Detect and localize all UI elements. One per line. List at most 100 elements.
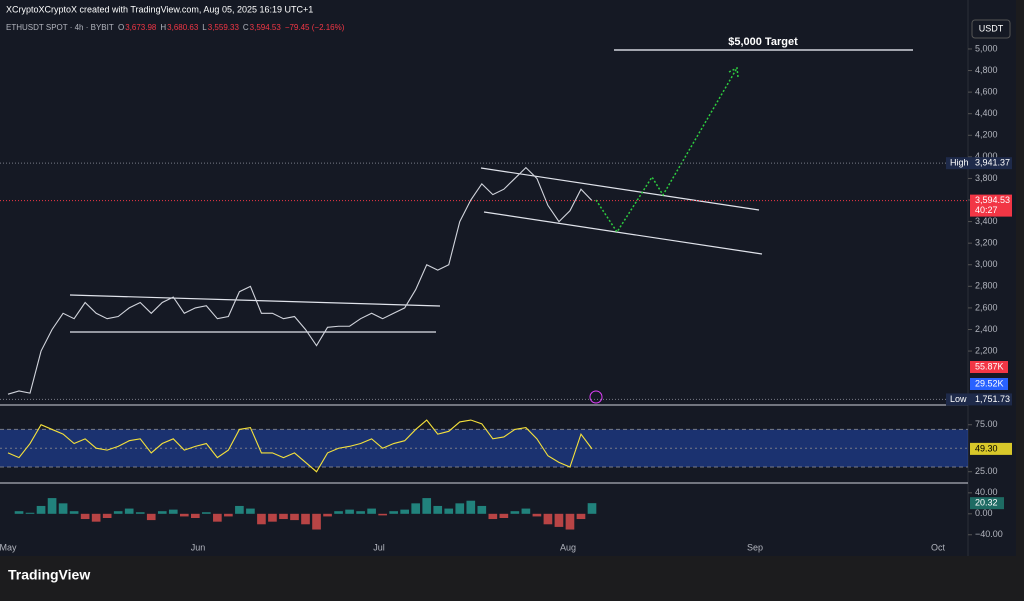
volume-box <box>970 378 1008 390</box>
last-value-box <box>970 497 1004 510</box>
histogram-bar <box>499 513 509 518</box>
y-tick-label: 25.00 <box>975 466 998 476</box>
histogram-bar <box>113 511 123 514</box>
y-tick-label: 4,600 <box>975 86 998 96</box>
last-value: 49.30 <box>975 443 998 453</box>
x-tick-label: Oct <box>931 542 946 552</box>
trend-line <box>483 211 763 255</box>
currency[interactable]: USDT <box>979 23 1004 33</box>
histogram-bar <box>14 511 24 514</box>
y-tick-label: 4,200 <box>975 130 998 140</box>
x-tick-label: Jul <box>373 542 385 552</box>
histogram-bar <box>135 512 145 514</box>
histogram-bar <box>268 513 277 522</box>
histogram-bar <box>455 503 465 514</box>
chart-area <box>0 0 1016 556</box>
histogram-bar <box>246 508 255 514</box>
last-value-box <box>970 194 1012 217</box>
histogram-bar <box>389 511 398 514</box>
series-line <box>7 419 593 473</box>
y-tick-label: 0.00 <box>975 508 993 518</box>
marker-name: High <box>950 158 969 168</box>
histogram-bar <box>576 513 586 520</box>
projection <box>595 67 738 234</box>
symbol: ETHUSDT SPOT · 4h · BYBIT <box>6 23 114 32</box>
histogram-bar <box>587 503 597 514</box>
y-tick-label: 40.00 <box>975 487 998 497</box>
x-tick-label: Sep <box>747 542 763 552</box>
histogram-bar <box>36 505 46 514</box>
y-tick-label: 3,800 <box>975 173 998 183</box>
y-tick-label: 5,000 <box>975 43 998 53</box>
histogram-bar <box>47 498 57 514</box>
y-tick-label: 3,000 <box>975 259 998 269</box>
histogram-bar <box>213 513 222 522</box>
y-tick-label: 2,400 <box>975 324 998 334</box>
histogram-bar <box>190 513 200 518</box>
histogram-bar <box>224 513 233 517</box>
currency-button[interactable] <box>971 19 1011 39</box>
histogram-bar <box>422 498 432 514</box>
histogram-bar <box>565 513 575 530</box>
y-tick-label: 3,400 <box>975 216 998 226</box>
x-tick-label: Aug <box>560 542 576 552</box>
histogram-bar <box>510 511 520 514</box>
ohlc-name: L <box>202 23 207 32</box>
histogram-bar <box>554 513 564 527</box>
histogram-bar <box>466 500 476 514</box>
marker-box <box>946 157 1012 170</box>
ohlc-value: 3,559.33 <box>208 23 240 32</box>
y-tick-label: 75.00 <box>975 419 998 429</box>
series-line <box>7 166 593 395</box>
histogram-bar <box>168 509 178 514</box>
drawings <box>69 167 763 333</box>
histogram-bar <box>279 513 288 520</box>
y-tick-label: 4,800 <box>975 65 998 75</box>
histogram-bar <box>301 513 310 525</box>
histogram-bar <box>488 513 498 520</box>
change: −79.45 (−2.16%) <box>285 23 345 32</box>
histogram-bar <box>235 505 244 514</box>
marker-label: 3,941.37 <box>975 158 1010 168</box>
histogram-bar <box>157 511 167 514</box>
histogram-bar <box>367 508 376 514</box>
ohlc-name: O <box>118 23 124 32</box>
histogram-bar <box>543 513 553 525</box>
ohlc-value: 3,673.98 <box>125 23 157 32</box>
histogram-bar <box>334 511 343 514</box>
volume-box <box>970 361 1008 373</box>
x-tick-label: Jun <box>191 542 206 552</box>
histogram-bar <box>411 503 421 514</box>
histogram-bar <box>433 505 443 514</box>
histogram-bar <box>146 513 156 521</box>
last-value: 20.32 <box>975 498 998 508</box>
ohlc-value: 3,680.63 <box>167 23 199 32</box>
histogram-bar <box>323 513 332 517</box>
marker-box <box>946 393 1012 406</box>
ohlc-value: 3,594.53 <box>250 23 282 32</box>
histogram-bar <box>400 509 410 514</box>
histogram-bar <box>290 513 299 521</box>
x-tick-label: May <box>0 542 17 552</box>
histogram-bar <box>521 508 531 514</box>
ohlc-name: C <box>243 23 249 32</box>
histogram-bar <box>257 513 266 525</box>
target-label: $5,000 Target <box>728 36 798 48</box>
histogram-bar <box>58 503 68 514</box>
y-tick-label: −40.00 <box>975 529 1003 539</box>
histogram-bar <box>91 513 101 522</box>
y-tick-label: 4,400 <box>975 108 998 118</box>
projection-arrow <box>728 66 739 78</box>
y-tick-label: 4,000 <box>975 151 998 161</box>
ohlc-name: H <box>160 23 166 32</box>
histogram-bar <box>444 508 454 514</box>
histogram-bar <box>69 511 79 514</box>
volume-label: 29.52K <box>975 378 1004 388</box>
alert-icon[interactable] <box>589 390 603 404</box>
marker-label: 1,751.73 <box>975 394 1010 404</box>
histogram-bar <box>532 513 542 517</box>
histogram-bar <box>312 513 321 530</box>
histogram-bar <box>80 513 90 520</box>
histogram-bar <box>477 505 487 514</box>
